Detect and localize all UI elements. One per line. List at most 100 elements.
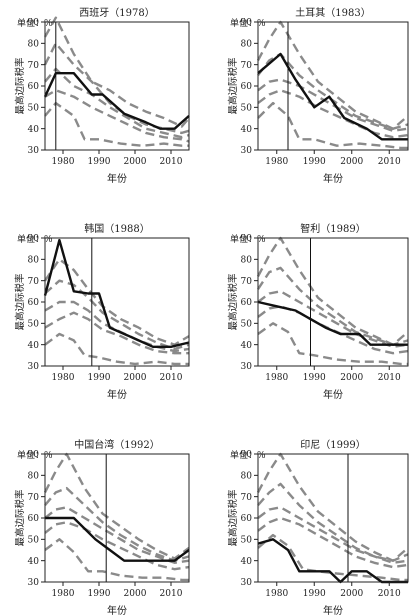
comparison-series-line (256, 266, 409, 346)
unit-label: 单位：% (230, 449, 266, 461)
y-tick-label: 50 (241, 320, 253, 330)
y-tick-label: 50 (28, 536, 40, 546)
comparison-series-line (44, 300, 190, 353)
chart-panel: 智利（1989） 单位：% 30 40 50 60 70 80 90 1980 1990 2000 20… (227, 222, 409, 401)
unit-label: 单位：% (230, 233, 266, 245)
comparison-series-line (44, 67, 190, 139)
comparison-series-line (257, 322, 408, 366)
comparison-series-line (43, 452, 190, 560)
main-series-line (43, 71, 190, 130)
chart-panel: 西班牙（1978） 单位：% 30 40 50 60 70 80 90 1980 1990 2000 2… (14, 7, 190, 185)
y-tick-label: 50 (28, 104, 40, 114)
chart-panel: 韩国（1988） 单位：% 30 40 50 60 70 80 90 1980 1990 2000 20… (14, 222, 190, 401)
comparison-series-line (257, 101, 408, 150)
y-axis-label: 最高边际税率 (227, 273, 239, 331)
x-tick-label: 2000 (124, 157, 147, 167)
y-tick-label: 40 (241, 557, 253, 567)
y-tick-label: 40 (28, 341, 40, 351)
comparison-series-line (44, 89, 190, 143)
y-axis-label: 最高边际税率 (227, 57, 239, 115)
y-tick-label: 90 (241, 234, 253, 244)
x-axis-label: 年份 (107, 604, 127, 616)
comparison-series-line (44, 538, 189, 582)
x-tick-label: 1990 (88, 157, 111, 167)
y-tick-label: 30 (28, 362, 40, 372)
y-tick-label: 70 (28, 277, 40, 287)
y-tick-label: 80 (241, 256, 253, 266)
main-series-line (43, 238, 190, 348)
x-tick-label: 2000 (124, 373, 147, 383)
y-tick-label: 70 (28, 61, 40, 71)
y-tick-label: 50 (241, 104, 253, 114)
y-tick-label: 60 (241, 82, 253, 92)
comparison-series-line (256, 452, 409, 562)
chart-panel: 中国台湾（1992） 单位：% 30 40 50 60 70 80 90 1980 1990 2000… (14, 438, 190, 616)
y-tick-label: 70 (28, 493, 40, 503)
comparison-series-line (44, 486, 190, 562)
comparison-series-line (257, 78, 409, 133)
y-tick-label: 60 (28, 298, 40, 308)
unit-label: 单位：% (230, 17, 266, 29)
x-tick-label: 2010 (160, 589, 183, 599)
plot-frame (257, 237, 409, 367)
y-tick-label: 90 (28, 18, 40, 28)
comparison-series-line (257, 516, 409, 569)
main-series-line (257, 300, 408, 346)
x-axis-label: 年份 (323, 172, 343, 185)
main-series-line (45, 516, 190, 562)
x-tick-label: 2000 (340, 373, 363, 383)
chart-title: 印尼（1999） (300, 439, 365, 451)
y-tick-label: 70 (241, 493, 253, 503)
y-tick-label: 90 (28, 450, 40, 460)
comparison-series-line (44, 311, 189, 355)
x-axis-label: 年份 (323, 388, 343, 401)
y-tick-label: 90 (28, 234, 40, 244)
comparison-series-line (44, 506, 190, 564)
y-tick-label: 80 (241, 40, 253, 50)
y-tick-label: 40 (241, 125, 253, 135)
y-axis-label: 最高边际税率 (14, 489, 26, 547)
comparison-series-line (257, 89, 409, 139)
y-tick-label: 70 (241, 61, 253, 71)
chart-panel: 印尼（1999） 单位：% 30 40 50 60 70 80 90 1980 1990 2000 20… (227, 439, 409, 616)
unit-label: 单位：% (17, 17, 53, 29)
x-tick-label: 1980 (52, 373, 75, 383)
y-tick-label: 30 (241, 362, 253, 372)
x-axis-label: 年份 (323, 604, 343, 616)
y-tick-label: 50 (28, 320, 40, 330)
x-tick-label: 1980 (265, 373, 288, 383)
y-axis-label: 最高边际税率 (14, 57, 26, 115)
comparison-series-line (257, 290, 409, 348)
main-series-line (257, 538, 408, 584)
x-tick-label: 2000 (340, 157, 363, 167)
y-tick-label: 40 (241, 341, 253, 351)
y-tick-label: 30 (241, 146, 253, 156)
comparison-series-line (44, 521, 190, 571)
y-tick-label: 80 (28, 40, 40, 50)
chart-title: 智利（1989） (300, 222, 365, 235)
x-tick-label: 1990 (88, 373, 111, 383)
x-tick-label: 2010 (378, 589, 401, 599)
x-axis-label: 年份 (107, 172, 127, 185)
y-tick-label: 30 (28, 146, 40, 156)
chart-panel: 土耳其（1983） 单位：% 30 40 50 60 70 80 90 1980 1990 2000 2… (227, 6, 409, 185)
x-tick-label: 1990 (303, 157, 326, 167)
comparison-series-line (257, 52, 409, 130)
x-tick-label: 1990 (303, 373, 326, 383)
comparison-series-line (44, 279, 190, 351)
y-tick-label: 60 (28, 514, 40, 524)
y-tick-label: 30 (241, 578, 253, 588)
chart-title: 中国台湾（1992） (74, 438, 159, 451)
y-tick-label: 80 (28, 472, 40, 482)
x-tick-label: 1980 (52, 589, 75, 599)
y-tick-label: 90 (241, 450, 253, 460)
y-tick-label: 70 (241, 277, 253, 287)
y-tick-label: 30 (28, 578, 40, 588)
comparison-series-line (44, 332, 189, 366)
x-tick-label: 2010 (160, 373, 183, 383)
chart-title: 西班牙（1978） (79, 7, 154, 19)
comparison-series-line (256, 236, 409, 346)
x-tick-label: 2000 (124, 589, 147, 599)
unit-label: 单位：% (17, 449, 53, 461)
x-tick-label: 1980 (265, 589, 288, 599)
